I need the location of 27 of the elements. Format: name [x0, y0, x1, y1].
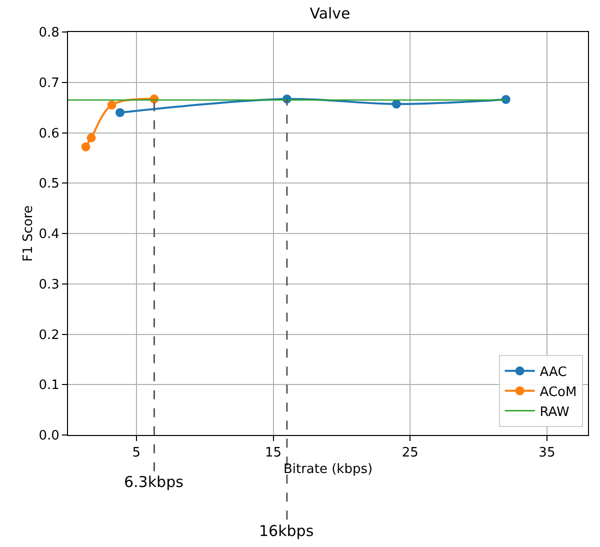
- x-tick-label: 15: [264, 446, 282, 461]
- ref-line-label: 16kbps: [259, 522, 314, 540]
- point: [107, 100, 116, 110]
- point: [392, 100, 401, 109]
- point: [116, 108, 124, 118]
- y-tick-label: 0.4: [38, 227, 60, 242]
- y-tick-label: 0.1: [38, 378, 60, 394]
- y-tick-label: 0.6: [38, 126, 60, 142]
- point: [81, 142, 90, 152]
- x-axis-title: Bitrate (kbps): [283, 462, 373, 478]
- point: [501, 95, 510, 104]
- x-tick-label: 25: [402, 446, 418, 461]
- legend-label: ACoM: [540, 384, 577, 400]
- legend-label: AAC: [540, 364, 567, 380]
- y-tick-label: 0.3: [38, 277, 60, 292]
- x-tick-label: 35: [538, 446, 556, 461]
- y-tick-label: 0.8: [38, 26, 60, 41]
- point: [86, 133, 96, 142]
- ref-line-label: 6.3kbps: [124, 473, 184, 491]
- chart-title: Valve: [310, 4, 350, 23]
- y-tick-label: 0.0: [38, 428, 60, 444]
- y-tick-label: 0.2: [38, 328, 60, 343]
- y-tick-label: 0.7: [38, 76, 60, 91]
- y-tick-label: 0.5: [38, 176, 60, 192]
- y-axis-title: F1 Score: [21, 205, 36, 262]
- legend-label: RAW: [540, 404, 570, 420]
- x-tick-label: 5: [132, 446, 141, 461]
